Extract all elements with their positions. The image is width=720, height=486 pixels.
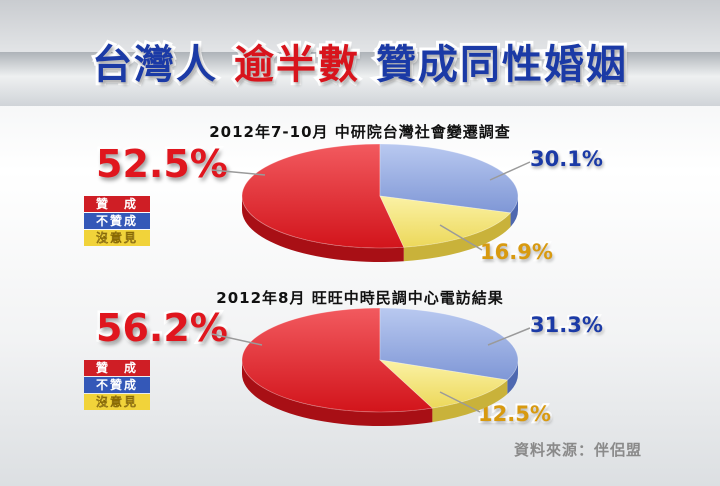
chart-2-title: 2012年8月 旺旺中時民調中心電訪結果	[216, 289, 504, 307]
chart-1-slice-disagree-side	[510, 196, 518, 227]
chart-2-legend-agree: 贊 成	[84, 360, 150, 376]
chart-2-label-disagree: 31.3%	[528, 311, 605, 339]
title-part-3: 贊成同性婚姻	[373, 39, 629, 91]
chart-1-slice-disagree	[379, 143, 519, 214]
chart-2-slice-disagree	[379, 307, 519, 381]
chart-1-label-noopinion: 16.9%	[478, 238, 555, 266]
chart-1-legend: 贊 成 不贊成 沒意見	[84, 196, 150, 247]
chart-2-leader-agree	[211, 333, 263, 346]
chart-1-slice-agree-side	[242, 196, 404, 262]
chart-1-label-agree: 52.5%	[94, 140, 231, 189]
chart-2-slice-noopinion	[378, 359, 509, 409]
chart-1-slice-noopinion	[379, 195, 512, 248]
chart-1-legend-noopinion: 沒意見	[84, 230, 150, 246]
chart-2-legend-disagree: 不贊成	[84, 377, 150, 393]
chart-1-legend-disagree: 不贊成	[84, 213, 150, 229]
chart-2-slice-agree	[241, 307, 434, 413]
source-note: 資料來源：伴侶盟	[513, 441, 642, 459]
chart-2-pie	[241, 307, 519, 426]
chart-2-legend: 贊 成 不贊成 沒意見	[84, 360, 150, 411]
chart-2-leader-noopinion	[439, 391, 481, 413]
chart-2-leader-disagree	[487, 327, 531, 346]
chart-1-pie	[241, 143, 519, 262]
chart-1-leader-disagree	[489, 161, 531, 181]
chart-1-title: 2012年7-10月 中研院台灣社會變遷調查	[209, 123, 511, 141]
chart-1-legend-agree: 贊 成	[84, 196, 150, 212]
chart-2-slice-agree-side	[242, 360, 433, 426]
chart-2-slice-noopinion-side	[432, 380, 508, 423]
title-part-1: 台灣人	[89, 39, 219, 91]
title-part-2: 逾半數	[231, 39, 361, 91]
chart-2-label-agree: 56.2%	[94, 304, 231, 353]
title-band	[0, 52, 720, 106]
chart-2-slice-disagree-side	[507, 360, 518, 395]
chart-1-label-disagree: 30.1%	[528, 145, 605, 173]
page-title: 台灣人 逾半數 贊成同性婚姻	[0, 32, 720, 91]
chart-1-leader-noopinion	[439, 224, 483, 251]
chart-2-legend-noopinion: 沒意見	[84, 394, 150, 410]
chart-1-slice-noopinion-side	[403, 212, 511, 262]
chart-1-leader-agree	[211, 169, 266, 176]
chart-1-slice-agree	[241, 143, 405, 249]
